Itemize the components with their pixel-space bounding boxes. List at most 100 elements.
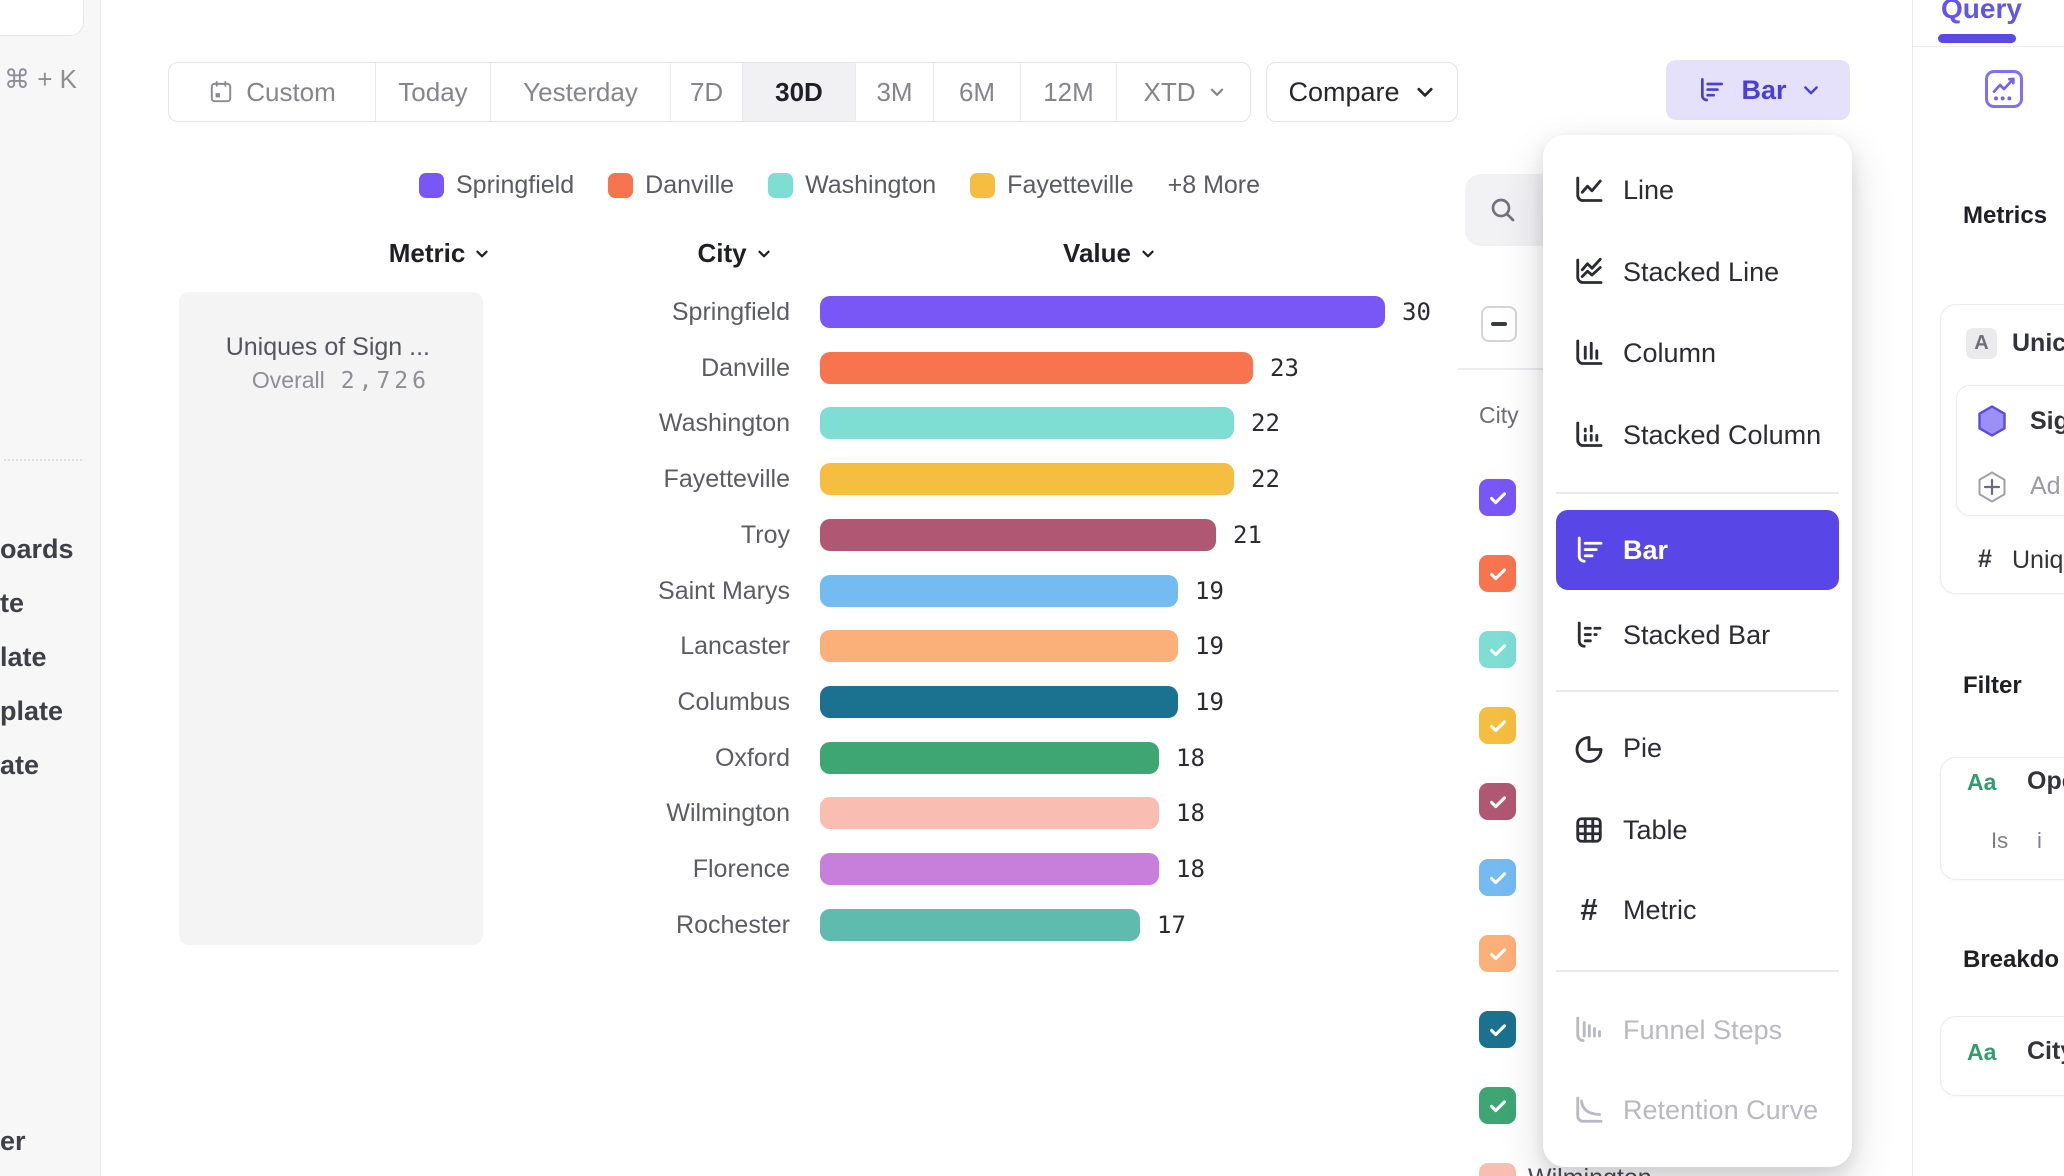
bar[interactable] (820, 407, 1234, 440)
event-card[interactable] (1956, 385, 2064, 516)
pie-icon (1575, 736, 1603, 763)
measure-hash: # (1978, 545, 1992, 573)
breakdown-heading: Breakdo (1963, 946, 2060, 973)
bar[interactable] (820, 685, 1178, 718)
bar-value: 18 (1176, 855, 1205, 883)
chart-preview-icon[interactable] (1985, 70, 2023, 108)
menu-item-stacked-line[interactable]: Stacked Line (1543, 232, 1852, 312)
date-range-label: 12M (1043, 76, 1094, 107)
legend-label: Springfield (456, 170, 575, 199)
bar[interactable] (820, 741, 1159, 774)
filter-value[interactable]: i (2037, 828, 2042, 853)
bar-row-label: Fayetteville (663, 465, 790, 494)
measure-name[interactable]: Uniqu (2012, 546, 2064, 574)
bar[interactable] (820, 908, 1140, 941)
sidebar-item[interactable]: ate (0, 750, 40, 780)
sidebar-search-box[interactable] (0, 0, 84, 36)
bar[interactable] (820, 463, 1234, 496)
city-checkbox[interactable] (1479, 859, 1516, 896)
filter-heading: Filter (1963, 672, 2022, 699)
stacked-column-icon (1576, 421, 1603, 447)
date-range-label: 7D (689, 76, 724, 107)
city-column-header[interactable]: City (625, 238, 845, 269)
check-icon (1489, 795, 1506, 808)
sidebar-item[interactable]: late (0, 642, 47, 672)
menu-item-metric[interactable]: # Metric (1543, 870, 1852, 950)
city-checkbox[interactable] (1479, 783, 1516, 820)
city-checkbox[interactable] (1479, 1087, 1516, 1124)
bar[interactable] (820, 797, 1159, 830)
chevron-down-icon (1142, 250, 1154, 257)
compare-button[interactable]: Compare (1266, 62, 1458, 122)
chart-type-button[interactable]: Bar (1666, 60, 1850, 120)
filter-operator[interactable]: Is (1991, 828, 2009, 853)
sidebar-divider (4, 459, 82, 461)
sidebar-item[interactable]: te (0, 588, 25, 618)
menu-item-label: Pie (1623, 732, 1663, 763)
date-range-xtd[interactable]: XTD (1117, 63, 1250, 121)
bar-row-label: Washington (658, 409, 790, 438)
filter-card[interactable] (1940, 757, 2064, 880)
bar[interactable] (820, 351, 1253, 384)
legend-label: Fayetteville (1007, 170, 1134, 199)
bar[interactable] (820, 630, 1178, 663)
legend-item[interactable]: Fayetteville (970, 170, 1134, 200)
bar[interactable] (820, 296, 1385, 328)
metric-column-header[interactable]: Metric (330, 238, 550, 269)
date-range-6m[interactable]: 6M (934, 63, 1021, 121)
bar-value: 18 (1176, 799, 1205, 828)
city-checkbox[interactable] (1479, 1163, 1516, 1176)
city-checkbox[interactable] (1479, 1011, 1516, 1048)
date-range-custom[interactable]: Custom (169, 63, 376, 121)
legend-more-label[interactable]: +8 More (1167, 170, 1261, 199)
menu-item-stacked-bar[interactable]: Stacked Bar (1543, 595, 1852, 675)
legend-item[interactable]: Springfield (419, 171, 574, 200)
bar[interactable] (820, 853, 1159, 885)
sidebar-item[interactable]: oards (0, 534, 74, 564)
retention-curve-icon (1576, 1096, 1603, 1123)
menu-item-line[interactable]: Line (1543, 150, 1852, 230)
date-range-3m[interactable]: 3M (856, 63, 934, 121)
city-checkbox[interactable] (1479, 555, 1516, 592)
bar-icon (1577, 536, 1603, 563)
tab-query[interactable]: Query (1941, 0, 2022, 24)
menu-divider (1556, 970, 1839, 972)
sidebar-item[interactable]: plate (0, 696, 64, 726)
date-range-12m[interactable]: 12M (1021, 63, 1117, 121)
bar[interactable] (820, 518, 1216, 551)
breakdown-card[interactable] (1940, 1016, 2064, 1096)
check-icon (1503, 1175, 1505, 1176)
date-range-label: Yesterday (523, 76, 638, 107)
date-range-7d[interactable]: 7D (671, 63, 743, 121)
bar-row-label: Saint Marys (658, 576, 790, 605)
indeterminate-minus-icon (1491, 322, 1507, 326)
search-icon (1491, 198, 1515, 222)
sidebar-item[interactable]: er (0, 1126, 26, 1156)
add-event-hexagon-icon[interactable] (1976, 470, 2008, 504)
select-all-checkbox[interactable] (1481, 306, 1517, 342)
chevron-down-icon (1801, 80, 1821, 100)
city-checkbox[interactable] (1479, 707, 1516, 744)
city-checkbox[interactable] (1479, 935, 1516, 972)
menu-item-table[interactable]: Table (1543, 790, 1852, 870)
bar-row-label: Oxford (714, 743, 790, 772)
legend-item[interactable]: Washington (768, 171, 936, 200)
date-range-yesterday[interactable]: Yesterday (491, 63, 671, 121)
menu-item-bar[interactable]: Bar (1556, 510, 1839, 590)
metric-card[interactable]: Uniques of Sign ... Overall 2,726 (179, 292, 483, 945)
menu-item-pie[interactable]: Pie (1543, 708, 1852, 788)
column-icon (1576, 339, 1603, 365)
bar[interactable] (820, 574, 1178, 607)
legend-item[interactable]: Danville (608, 171, 734, 200)
menu-item-stacked-column[interactable]: Stacked Column (1543, 395, 1852, 475)
bar-value: 19 (1195, 576, 1224, 605)
value-column-header[interactable]: Value (1000, 238, 1220, 269)
city-checkbox[interactable] (1479, 479, 1516, 516)
date-range-30d[interactable]: 30D (743, 63, 856, 121)
menu-item-label: Stacked Bar (1623, 619, 1771, 650)
date-range-today[interactable]: Today (376, 63, 491, 121)
city-checkbox[interactable] (1479, 631, 1516, 668)
menu-divider (1556, 492, 1839, 494)
menu-item-column[interactable]: Column (1543, 313, 1852, 393)
bar-value: 30 (1402, 298, 1431, 326)
